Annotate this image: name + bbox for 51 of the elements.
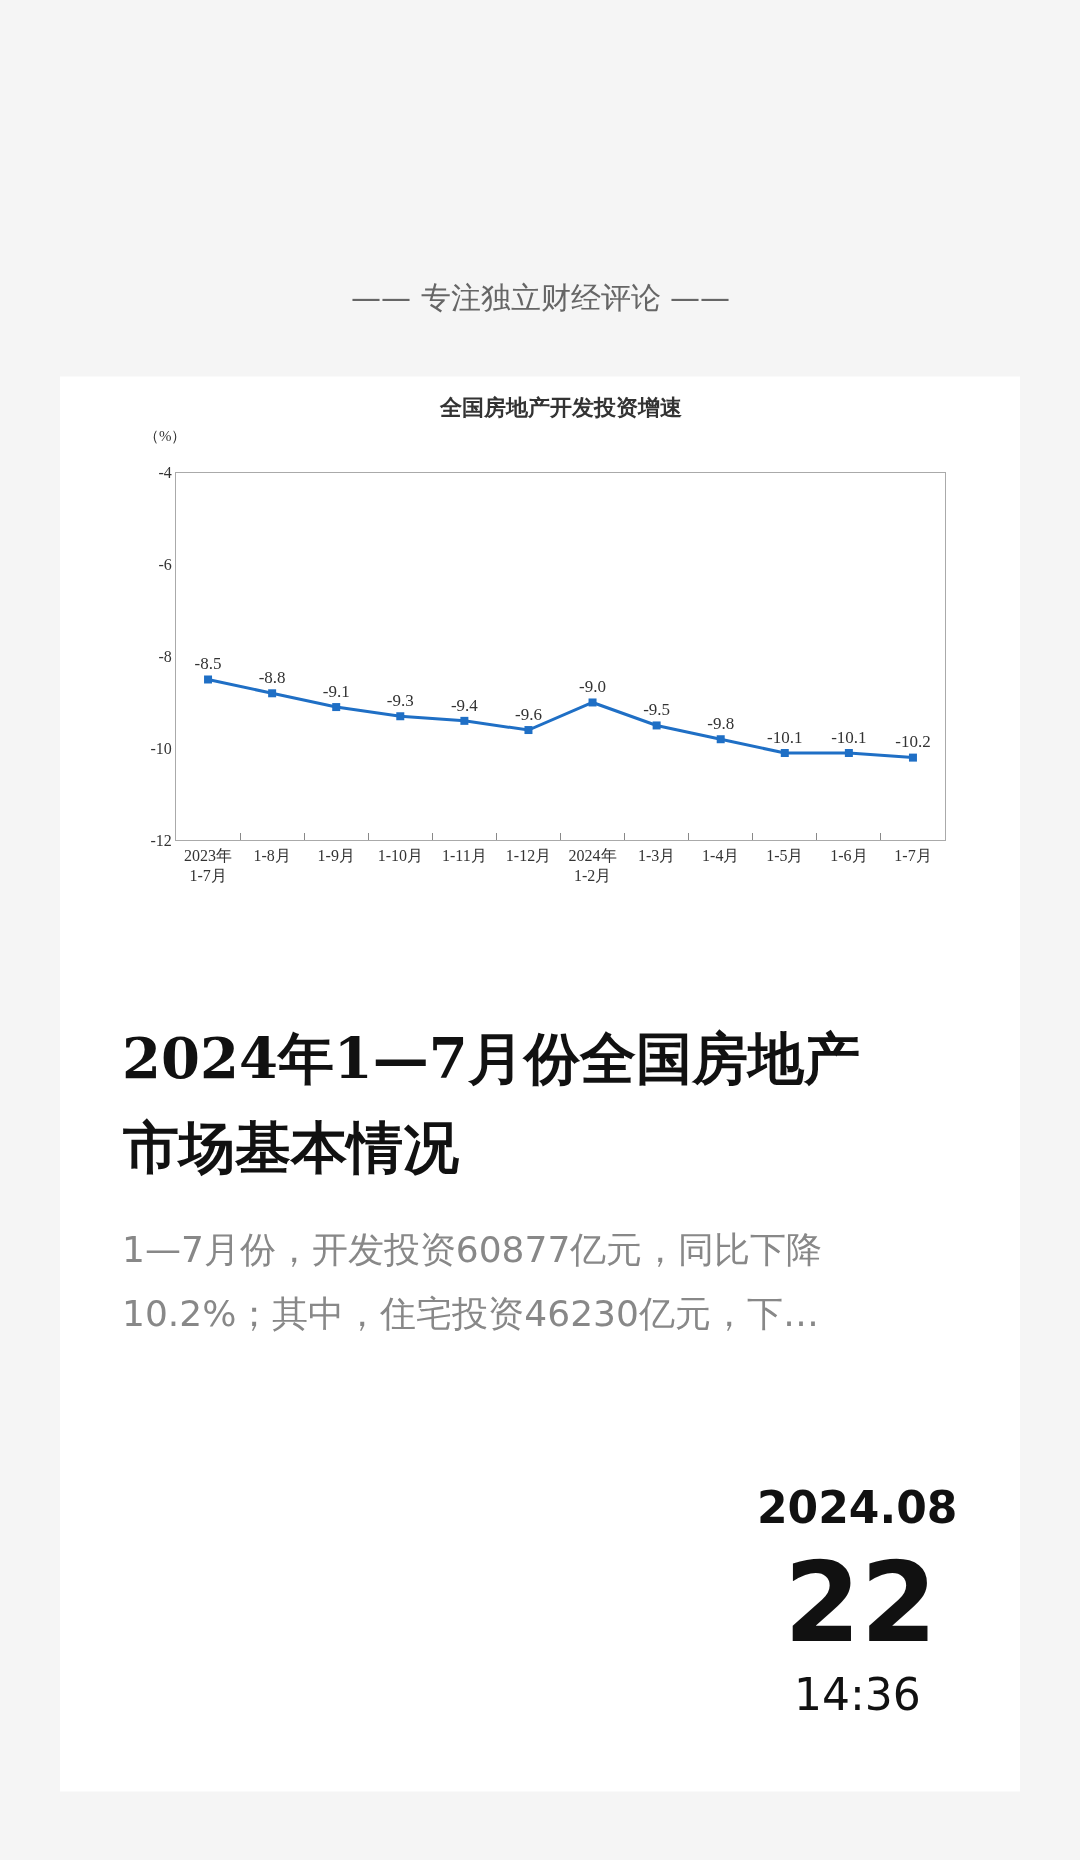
text: -9.4 (450, 695, 478, 715)
x-tick-label: 1-12月 (505, 846, 552, 864)
x-tick-label: 1-7月 (894, 846, 932, 864)
text: 1—7月份，开发投资60877亿元，同比下降 (122, 1229, 823, 1270)
y-tick-label: -6 (158, 556, 172, 574)
text: 14:36 (794, 1669, 921, 1720)
x-tick-label: 1-9月 (317, 846, 355, 864)
x-tick-label: 1-4月 (702, 846, 740, 864)
y-tick-label: -12 (150, 831, 172, 849)
x-tick-label: 1-10月 (377, 846, 423, 864)
text: 2024.08 (757, 1482, 958, 1533)
text: -9.8 (707, 713, 735, 733)
point (268, 689, 277, 698)
y-axis-title: （%） (144, 428, 187, 444)
text: -8.5 (194, 654, 222, 674)
point (204, 675, 213, 684)
x-tick-label: 1-11月 (442, 846, 487, 864)
point (588, 698, 597, 707)
point (460, 716, 469, 725)
text: -9.6 (515, 704, 542, 724)
point (652, 721, 661, 730)
y-tick-label: -10 (150, 740, 172, 758)
text: —— 专注独立财经评论 —— (351, 280, 731, 315)
text: -9.1 (322, 681, 350, 701)
text: -9.5 (643, 700, 671, 720)
y-tick-label: -4 (158, 464, 172, 482)
text: -10.2 (895, 732, 931, 752)
x-tick-label: 1-8月 (253, 846, 291, 864)
y-tick-label: -8 (158, 648, 172, 666)
text: -8.8 (258, 668, 286, 688)
point (524, 726, 533, 735)
text: -9.3 (386, 691, 414, 710)
text: -10.1 (831, 727, 867, 747)
point (396, 712, 405, 721)
text: 22 (784, 1539, 938, 1667)
text: 10.2%；其中，住宅投资46230亿元，下… (122, 1293, 819, 1334)
point (844, 749, 853, 758)
x-tick-label: 2023年 1-7月 (184, 846, 233, 885)
text: 市场基本情况 (122, 1114, 459, 1180)
point (780, 749, 789, 758)
text: 2024年1—7月份全国房地产 (122, 1025, 860, 1091)
point (908, 753, 917, 762)
x-tick-label: 2024年 1-2月 (568, 846, 617, 885)
x-tick-label: 1-6月 (830, 846, 868, 864)
chart-title: 全国房地产开发投资增速 (439, 395, 682, 420)
x-tick-label: 1-5月 (766, 846, 804, 864)
text: -9.0 (579, 677, 606, 697)
text: -10.1 (767, 727, 803, 747)
point (716, 735, 725, 744)
x-tick-label: 1-3月 (637, 846, 676, 864)
point (332, 703, 341, 712)
